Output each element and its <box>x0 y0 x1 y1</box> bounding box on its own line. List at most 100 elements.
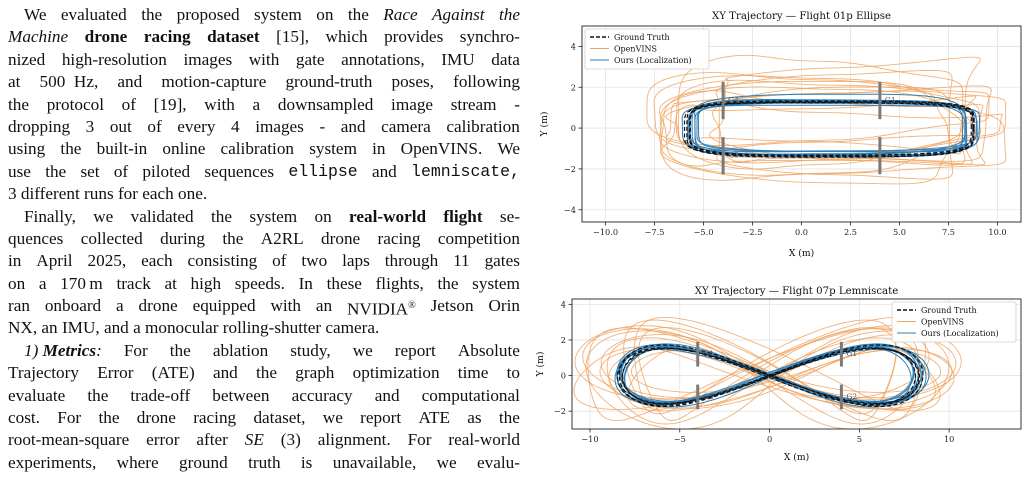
paragraph-line: 1) Metrics: For the ablation study, we report A… <box>24 340 520 360</box>
gate-label: G4 <box>703 349 714 358</box>
chart-title: XY Trajectory — Flight 01p Ellipse <box>712 11 891 22</box>
paragraph-line: the protocol of [19], with a downsampled image s… <box>8 94 520 114</box>
openvins-trajectory-line <box>646 72 990 147</box>
gate-g3: G3 <box>696 384 714 410</box>
gate-g4: G4 <box>721 81 739 120</box>
gate-label: G3 <box>703 392 714 401</box>
x-tick-label: 0.0 <box>795 227 808 237</box>
ground-truth-trajectory-line <box>689 102 972 156</box>
y-tick-label: 2 <box>571 82 576 92</box>
gate-label: G4 <box>728 96 739 105</box>
legend-entry: Ground Truth <box>614 33 670 42</box>
openvins-trajectory-line <box>658 100 1003 164</box>
openvins-trajectory-line <box>665 85 992 162</box>
x-tick-label: −5 <box>674 434 686 444</box>
y-tick-label: 0 <box>571 123 576 133</box>
x-tick-label: 7.5 <box>942 227 955 237</box>
y-tick-label: 0 <box>561 371 566 381</box>
paragraph-line: quences collected during the A2RL drone racing… <box>8 228 520 248</box>
trajectory-lines <box>646 54 1007 185</box>
gate-label: G3 <box>728 151 739 160</box>
ours-trajectory-line <box>688 102 966 155</box>
legend-box <box>584 28 710 70</box>
openvins-trajectory-line <box>659 86 1007 181</box>
x-tick-label: 10 <box>944 434 954 444</box>
chart-title: XY Trajectory — Flight 07p Lemniscate <box>695 286 899 297</box>
paragraph-line: experiments, where ground truth is unavailabl… <box>8 452 520 472</box>
gate-label: G1 <box>885 96 896 105</box>
paragraph-line: in April 2025, each consisting of two laps throu… <box>8 251 520 271</box>
ground-truth-trajectory-line <box>683 102 975 156</box>
y-tick-label: −2 <box>564 164 576 174</box>
gate-g2: G2 <box>839 384 857 410</box>
paragraph-line: Finally, we validated the system on real-world… <box>24 206 520 226</box>
y-tick-label: 4 <box>561 299 566 309</box>
ground-truth-trajectory-line <box>622 347 917 405</box>
paragraph-line: cost. For the drone racing dataset, we report AT… <box>8 408 520 428</box>
y-tick-label: 4 <box>571 41 576 51</box>
x-tick-label: −10.0 <box>593 227 618 237</box>
openvins-trajectory-line <box>606 337 921 425</box>
x-tick-label: −2.5 <box>743 227 763 237</box>
legend-entry: Ground Truth <box>921 306 977 315</box>
openvins-trajectory-line <box>653 75 982 151</box>
gate-g2: G2 <box>878 137 896 175</box>
ours-trajectory-line <box>686 104 981 158</box>
plot-frame <box>571 298 1022 430</box>
openvins-trajectory-line <box>676 79 1007 158</box>
y-axis-label: Y (m) <box>535 352 546 378</box>
ours-trajectory-line <box>696 101 966 153</box>
x-tick-label: 10.0 <box>988 227 1006 237</box>
paragraph-line: evaluate the trade-off between accuracy and co… <box>8 385 520 405</box>
paragraph-line: ran onboard a drone equipped with an NVIDIA® Jet… <box>8 296 520 319</box>
paragraph-line: dropping 3 out of every 4 images - and camera cali… <box>8 116 520 136</box>
paper-text-column: We evaluated the proposed system on the Race Aga… <box>8 4 520 474</box>
openvins-trajectory-line <box>715 69 954 180</box>
paragraph-line: root-mean-square error after SE (3) alignment… <box>8 430 520 450</box>
y-tick-label: −2 <box>554 406 566 416</box>
y-tick-label: −4 <box>564 205 576 215</box>
paragraph-line: We evaluated the proposed system on the Race Aga… <box>24 5 520 24</box>
paragraph-line: using the built-in online calibration system i… <box>8 139 520 159</box>
openvins-trajectory-line <box>712 86 986 166</box>
gate-label: G2 <box>846 392 857 401</box>
x-tick-label: −10 <box>581 434 598 444</box>
paragraph-line: 3 different runs for each one. <box>8 184 208 204</box>
legend-entry: OpenVINS <box>614 45 657 54</box>
openvins-trajectory-line <box>659 90 984 176</box>
y-axis-label: Y (m) <box>539 112 550 138</box>
x-tick-label: −7.5 <box>645 227 665 237</box>
paragraph-line: on a 170 m track at high speeds. In these flights… <box>8 273 520 293</box>
legend-entry: Ours (Localization) <box>921 329 999 338</box>
x-axis-label: X (m) <box>789 248 814 259</box>
legend-entry: OpenVINS <box>921 318 964 327</box>
openvins-trajectory-line <box>660 95 977 185</box>
paragraph-line: Machine drone racing dataset [15], which provi… <box>8 27 520 47</box>
x-axis-label: X (m) <box>784 452 809 463</box>
x-tick-label: 2.5 <box>844 227 857 237</box>
gate-g3: G3 <box>721 137 739 175</box>
y-tick-label: 2 <box>561 335 566 345</box>
chart-legend: Ground Truth OpenVINS Ours (Localization) <box>584 28 710 70</box>
ground-truth-trajectory-line <box>686 100 974 158</box>
trajectory-chart-1: G4 G1 G3 G2 −10.0 −7.5 −5.0 −2.5 0.0 2.5 5.0 7.5 10.… <box>539 11 1022 259</box>
trajectory-chart-2: G4 G1 G3 G2 −10 −5 0 5 10 −2 0 2 4 XY Trajectory — Fl… <box>535 286 1022 463</box>
paragraph-line: NX, an IMU, and a monocular rolling-shut… <box>8 318 380 338</box>
gate-g1: G1 <box>878 81 896 120</box>
gate-g4: G4 <box>696 341 714 367</box>
paragraph-line: use the set of piloted sequences ellipse and lem… <box>8 161 520 181</box>
x-tick-label: −5.0 <box>694 227 714 237</box>
chart-legend: Ground Truth OpenVINS Ours (Localization) <box>891 301 1017 343</box>
paragraph-line: Trajectory Error (ATE) and the graph optimizat… <box>8 363 520 383</box>
gate-label: G2 <box>885 151 896 160</box>
x-tick-label: 5 <box>857 434 862 444</box>
x-tick-label: 0 <box>767 434 772 444</box>
x-tick-label: 5.0 <box>893 227 906 237</box>
paragraph-line: at 500 Hz, and motion-capture ground-truth po… <box>8 72 520 92</box>
gate-label: G1 <box>846 349 857 358</box>
gate-g1: G1 <box>839 341 857 367</box>
legend-box <box>891 301 1017 343</box>
legend-entry: Ours (Localization) <box>614 56 692 65</box>
paragraph-line: nized high-resolution images with gate annota… <box>8 49 520 69</box>
